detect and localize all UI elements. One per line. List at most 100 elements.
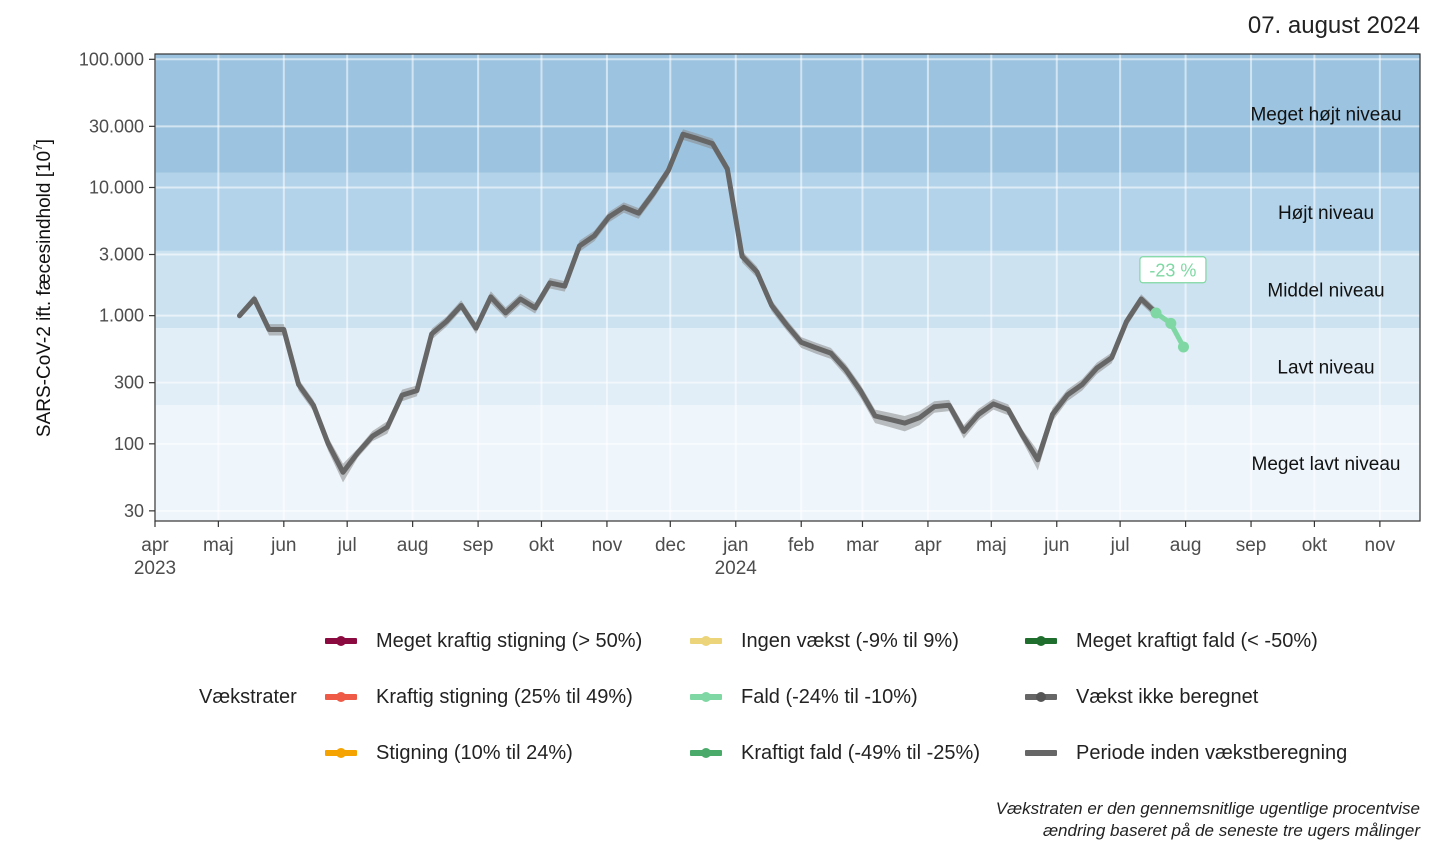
- band-label-middel-niveau: Middel niveau: [1267, 280, 1384, 301]
- legend-item-label: Stigning (10% til 24%): [376, 741, 573, 764]
- legend-key-icon: [1025, 683, 1057, 711]
- legend-key-dot: [701, 636, 711, 646]
- legend-item-vaekst-ikke-beregnet: Vækst ikke beregnet: [1025, 683, 1258, 711]
- band-meget-højt-niveau: [155, 54, 1420, 173]
- legend-key-icon: [1025, 739, 1057, 767]
- legend-key-icon: [325, 683, 357, 711]
- x-tick-label: apr: [141, 535, 169, 556]
- legend-item-fald: Fald (-24% til -10%): [690, 683, 918, 711]
- legend-item-label: Kraftig stigning (25% til 49%): [376, 685, 633, 708]
- series-point: [1150, 307, 1162, 319]
- legend-key-dot: [336, 692, 346, 702]
- legend-item-stigning: Stigning (10% til 24%): [325, 739, 573, 767]
- legend-item-label: Meget kraftigt fald (< -50%): [1076, 629, 1318, 652]
- legend: Vækstrater Meget kraftig stigning (> 50%…: [0, 620, 1456, 780]
- x-tick-label: sep: [463, 535, 494, 556]
- x-tick-label: maj: [203, 535, 234, 556]
- caption: Vækstraten er den gennemsnitlige ugentli…: [996, 798, 1420, 842]
- legend-key-dot: [701, 692, 711, 702]
- series-point: [1177, 341, 1189, 353]
- band-label-højt-niveau: Højt niveau: [1278, 203, 1374, 224]
- y-tick-label: 100: [114, 434, 144, 454]
- legend-key-icon: [325, 739, 357, 767]
- y-axis-title-text: SARS-CoV-2 ift. fæcesindhold [10: [34, 151, 55, 437]
- x-tick-label: aug: [1170, 535, 1202, 556]
- y-tick-label: 3.000: [99, 245, 144, 265]
- x-tick-label: dec: [655, 535, 686, 556]
- x-tick-label: jan: [722, 535, 748, 556]
- legend-item-label: Vækst ikke beregnet: [1076, 685, 1259, 708]
- x-tick-label: okt: [1302, 535, 1328, 556]
- y-axis-title: SARS-CoV-2 ift. fæcesindhold [107]: [31, 139, 55, 437]
- legend-key-dot: [336, 748, 346, 758]
- legend-item-meget-kraftigt-fald: Meget kraftigt fald (< -50%): [1025, 627, 1318, 655]
- legend-key-dot: [701, 748, 711, 758]
- y-axis-title-exponent: 7: [31, 144, 45, 151]
- y-tick-label: 300: [114, 373, 144, 393]
- legend-item-label: Ingen vækst (-9% til 9%): [741, 629, 959, 652]
- legend-item-kraftigt-fald: Kraftigt fald (-49% til -25%): [690, 739, 980, 767]
- legend-item-meget-kraftig-stigning: Meget kraftig stigning (> 50%): [325, 627, 642, 655]
- chart: Meget højt niveau Højt niveau Middel nivea…: [31, 49, 1421, 579]
- band-lavt-niveau: [155, 328, 1420, 406]
- band-label-meget-lavt-niveau: Meget lavt niveau: [1252, 454, 1401, 475]
- legend-key-dot: [1036, 692, 1046, 702]
- y-axis-title-suffix: ]: [34, 139, 55, 144]
- band-label-meget-højt-niveau: Meget højt niveau: [1250, 104, 1401, 125]
- axes: 30 100 300 1.000 3.000 10.000 30.000 100.000 apr…: [79, 49, 1421, 579]
- y-axis-title: SARS-CoV-2 ift. fæcesindhold [107]: [31, 139, 55, 437]
- x-tick-label: jul: [1110, 535, 1130, 556]
- x-tick-label: jun: [1043, 535, 1069, 556]
- x-tick-label: maj: [976, 535, 1007, 556]
- caption-line-1: Vækstraten er den gennemsnitlige ugentli…: [995, 799, 1420, 818]
- x-tick-label: okt: [529, 535, 555, 556]
- legend-item-kraftig-stigning: Kraftig stigning (25% til 49%): [325, 683, 633, 711]
- annotation-box: [1139, 256, 1207, 284]
- legend-item-ingen-vaekst: Ingen vækst (-9% til 9%): [690, 627, 959, 655]
- legend-key-dot: [336, 636, 346, 646]
- band-labels: Meget højt niveau Højt niveau Middel nivea…: [1250, 104, 1401, 475]
- legend-key-icon: [1025, 627, 1057, 655]
- annotations: -23 %: [1139, 256, 1207, 284]
- series-point: [1165, 317, 1177, 329]
- legend-item-label: Periode inden vækstberegning: [1076, 741, 1348, 764]
- y-tick-label: 100.000: [79, 49, 144, 69]
- series-line-periode-inden-vækstberegning: [237, 131, 1159, 475]
- x-tick-label: aug: [397, 535, 429, 556]
- band-meget-lavt-niveau: [155, 405, 1420, 521]
- y-tick-label: 30.000: [89, 116, 144, 136]
- gridlines: [154, 54, 1420, 521]
- legend-key-icon: [690, 739, 722, 767]
- series-lines: [237, 131, 1189, 475]
- x-tick-year-label: 2024: [715, 558, 758, 579]
- band-label-lavt-niveau: Lavt niveau: [1277, 358, 1374, 379]
- x-tick-label: jul: [337, 535, 357, 556]
- y-tick-label: 10.000: [89, 177, 144, 197]
- level-bands: [155, 54, 1420, 521]
- legend-item-label: Meget kraftig stigning (> 50%): [376, 629, 643, 652]
- legend-key-dot: [1036, 636, 1046, 646]
- x-tick-label: mar: [846, 535, 879, 556]
- y-tick-label: 1.000: [99, 306, 144, 326]
- report-date: 07. august 2024: [1247, 12, 1420, 39]
- legend-item-label: Kraftigt fald (-49% til -25%): [741, 741, 980, 764]
- annotation-label: -23 %: [1149, 260, 1196, 280]
- x-tick-label: jun: [270, 535, 296, 556]
- legend-item-periode-inden-vaekstberegning: Periode inden vækstberegning: [1025, 739, 1347, 767]
- x-tick-label: nov: [592, 535, 623, 556]
- legend-key-icon: [690, 627, 722, 655]
- x-tick-year-label: 2023: [134, 558, 176, 579]
- band-højt-niveau: [155, 172, 1420, 251]
- legend-title: Vækstrater: [199, 686, 297, 708]
- legend-item-label: Fald (-24% til -10%): [741, 685, 918, 708]
- x-tick-label: feb: [788, 535, 814, 556]
- y-tick-label: 30: [124, 501, 144, 521]
- plot-border: [154, 53, 1421, 522]
- legend-key-icon: [690, 683, 722, 711]
- legend-key-bar: [1025, 750, 1057, 756]
- x-tick-label: apr: [914, 535, 942, 556]
- legend-key-icon: [325, 627, 357, 655]
- x-tick-label: sep: [1236, 535, 1267, 556]
- caption-line-2: ændring baseret på de seneste tre ugers …: [1042, 821, 1420, 840]
- x-tick-label: nov: [1365, 535, 1396, 556]
